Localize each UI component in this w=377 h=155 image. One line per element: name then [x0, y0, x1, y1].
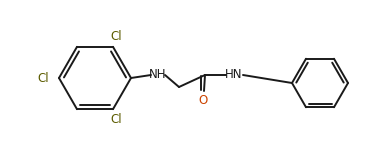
Text: O: O — [198, 93, 208, 106]
Text: Cl: Cl — [37, 71, 49, 84]
Text: Cl: Cl — [110, 113, 122, 126]
Text: HN: HN — [225, 67, 243, 80]
Text: Cl: Cl — [110, 30, 122, 43]
Text: NH: NH — [149, 67, 167, 80]
